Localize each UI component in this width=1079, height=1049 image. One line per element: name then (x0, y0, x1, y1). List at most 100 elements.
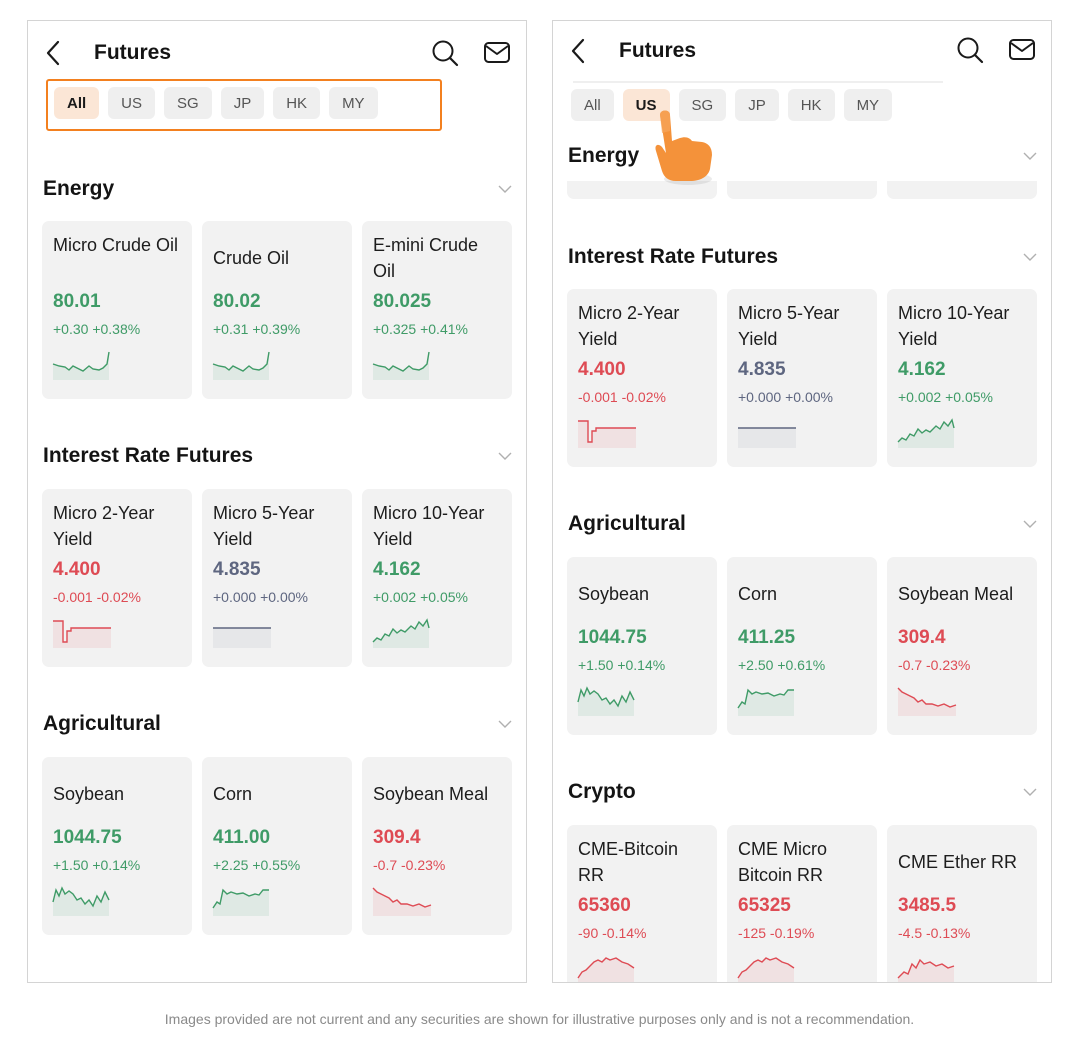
card-change: +0.000 +0.00% (738, 389, 833, 405)
card-name: E-mini Crude Oil (373, 235, 479, 281)
card-name: Soybean (53, 784, 125, 804)
card-change: -90 -0.14% (578, 925, 647, 941)
futures-screen-us: Futures All US SG JP HK MY Energy Intere… (552, 20, 1052, 983)
futures-card-micro-10-year-yield[interactable]: Micro 10-Year Yield 4.162 +0.002 +0.05% (887, 289, 1037, 467)
filter-chip-all[interactable]: All (54, 87, 100, 119)
top-bar: Futures (28, 21, 526, 81)
sparkline-down (737, 957, 795, 982)
futures-card-micro-2-year-yield[interactable]: Micro 2-Year Yield 4.400 -0.001 -0.02% (567, 289, 717, 467)
chevron-down-icon[interactable] (498, 451, 512, 461)
chevron-down-icon[interactable] (498, 719, 512, 729)
card-name: Corn (213, 784, 253, 804)
futures-card-micro-5-year-yield[interactable]: Micro 5-Year Yield 4.835 +0.000 +0.00% (202, 489, 352, 667)
futures-card-cme-ether-rr[interactable]: CME Ether RR 3485.5 -4.5 -0.13% (887, 825, 1037, 982)
energy-cards: Micro Crude Oil 80.01 +0.30 +0.38% Crude… (42, 221, 512, 399)
chevron-down-icon[interactable] (1023, 151, 1037, 161)
scroll-fade-divider (573, 81, 943, 83)
card-name: Soybean Meal (373, 784, 489, 804)
filter-chip-hk[interactable]: HK (787, 89, 835, 121)
mail-icon[interactable] (1008, 36, 1036, 64)
page-title: Futures (94, 41, 172, 64)
card-name: Micro 10-Year Yield (373, 503, 485, 549)
market-filter-chips: All US SG JP HK MY (571, 89, 893, 121)
sparkline-flat (738, 427, 796, 448)
chevron-down-icon[interactable] (498, 184, 512, 194)
filter-chip-jp[interactable]: JP (735, 89, 779, 121)
search-icon[interactable] (956, 36, 984, 64)
futures-card-micro-crude-oil[interactable]: Micro Crude Oil 80.01 +0.30 +0.38% (42, 221, 192, 399)
back-arrow-icon[interactable] (42, 38, 64, 68)
page-title: Futures (619, 39, 697, 62)
card-change: +2.50 +0.61% (738, 657, 826, 673)
futures-card-corn[interactable]: Corn 411.25 +2.50 +0.61% (727, 557, 877, 735)
card-price: 309.4 (898, 627, 946, 648)
card-price: 4.835 (213, 559, 261, 580)
chevron-down-icon[interactable] (1023, 252, 1037, 262)
futures-card-cme-micro-bitcoin-rr[interactable]: CME Micro Bitcoin RR 65325 -125 -0.19% (727, 825, 877, 982)
card-name: Corn (738, 584, 778, 604)
card-name: Micro 10-Year Yield (898, 303, 1010, 349)
filter-chip-all[interactable]: All (571, 89, 614, 121)
card-change: +1.50 +0.14% (53, 857, 141, 873)
filter-chip-sg[interactable]: SG (678, 89, 727, 121)
card-price: 65360 (578, 895, 631, 916)
card-change: -0.7 -0.23% (373, 857, 446, 873)
filter-chip-us[interactable]: US (108, 87, 156, 119)
card-change: -0.7 -0.23% (898, 657, 971, 673)
futures-card-soybean-meal[interactable]: Soybean Meal 309.4 -0.7 -0.23% (362, 757, 512, 935)
card-change: +0.002 +0.05% (898, 389, 993, 405)
sparkline-down (897, 958, 955, 982)
card-price: 3485.5 (898, 895, 957, 916)
card-partial (727, 181, 877, 199)
search-icon[interactable] (431, 39, 459, 67)
card-price: 4.162 (373, 559, 421, 580)
chevron-down-icon[interactable] (1023, 787, 1037, 797)
back-arrow-icon[interactable] (567, 36, 589, 66)
futures-card-cme-bitcoin-rr[interactable]: CME-Bitcoin RR 65360 -90 -0.14% (567, 825, 717, 982)
futures-card-micro-10-year-yield[interactable]: Micro 10-Year Yield 4.162 +0.002 +0.05% (362, 489, 512, 667)
section-title-energy: Energy (568, 144, 640, 167)
section-title-energy: Energy (43, 177, 115, 200)
futures-card-soybean[interactable]: Soybean 1044.75 +1.50 +0.14% (567, 557, 717, 735)
card-name: CME Micro Bitcoin RR (738, 839, 827, 885)
card-price: 80.02 (213, 291, 261, 312)
futures-card-soybean-meal[interactable]: Soybean Meal 309.4 -0.7 -0.23% (887, 557, 1037, 735)
interest-rate-cards: Micro 2-Year Yield 4.400 -0.001 -0.02% M… (567, 289, 1037, 467)
filter-chip-my[interactable]: MY (329, 87, 378, 119)
card-change: -4.5 -0.13% (898, 925, 971, 941)
filter-chip-jp[interactable]: JP (220, 87, 265, 119)
sparkline-down (372, 887, 432, 916)
filter-chip-hk[interactable]: HK (273, 87, 321, 119)
chevron-down-icon[interactable] (1023, 519, 1037, 529)
sparkline-down (577, 957, 635, 982)
card-name: Micro 5-Year Yield (738, 303, 840, 349)
futures-card-corn[interactable]: Corn 411.00 +2.25 +0.55% (202, 757, 352, 935)
futures-card-e-mini-crude-oil[interactable]: E-mini Crude Oil 80.025 +0.325 +0.41% (362, 221, 512, 399)
futures-card-crude-oil[interactable]: Crude Oil 80.02 +0.31 +0.39% (202, 221, 352, 399)
card-partial (567, 181, 717, 199)
futures-card-micro-5-year-yield[interactable]: Micro 5-Year Yield 4.835 +0.000 +0.00% (727, 289, 877, 467)
futures-card-soybean[interactable]: Soybean 1044.75 +1.50 +0.14% (42, 757, 192, 935)
futures-screen-all: Futures All US SG JP HK MY Energy Micro … (27, 20, 527, 983)
filter-chip-my[interactable]: MY (843, 89, 893, 121)
agricultural-cards: Soybean 1044.75 +1.50 +0.14% Corn 411.25… (567, 557, 1037, 735)
card-change: +0.325 +0.41% (373, 321, 468, 337)
energy-cards-partial (567, 181, 1037, 199)
card-price: 80.025 (373, 291, 432, 312)
sparkline-down (578, 420, 636, 448)
sparkline-up (212, 888, 269, 916)
filter-chip-sg[interactable]: SG (164, 87, 212, 119)
section-title-agricultural: Agricultural (43, 712, 161, 735)
futures-card-micro-2-year-yield[interactable]: Micro 2-Year Yield 4.400 -0.001 -0.02% (42, 489, 192, 667)
card-change: +0.000 +0.00% (213, 589, 308, 605)
card-name: Micro 5-Year Yield (213, 503, 315, 549)
interest-rate-cards: Micro 2-Year Yield 4.400 -0.001 -0.02% M… (42, 489, 512, 667)
sparkline-down (53, 620, 111, 648)
card-name: Soybean (578, 584, 650, 604)
card-price: 4.162 (898, 359, 946, 380)
card-name: Soybean Meal (898, 584, 1014, 604)
sparkline-up (372, 618, 430, 648)
card-price: 4.400 (53, 559, 101, 580)
section-title-agricultural: Agricultural (568, 512, 686, 535)
mail-icon[interactable] (483, 39, 511, 67)
